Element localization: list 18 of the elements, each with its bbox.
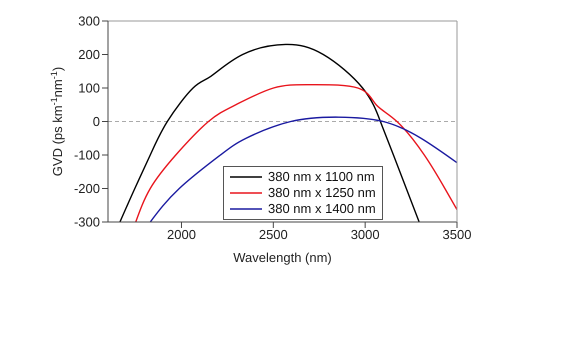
y-tick-label: -300 (74, 214, 100, 230)
x-axis-title: Wavelength (nm) (233, 250, 332, 265)
y-tick-label: -100 (74, 148, 100, 163)
line-series (119, 44, 420, 222)
line-series (150, 116, 457, 222)
y-tick-label: -200 (74, 181, 100, 196)
line-series (135, 84, 457, 222)
y-tick-label: 0 (92, 114, 100, 130)
y-tick-label: 100 (78, 80, 100, 96)
x-tick-label: 3500 (442, 227, 472, 242)
legend-label: 380 nm x 1250 nm (268, 185, 376, 201)
legend-label: 380 nm x 1400 nm (268, 201, 376, 217)
x-tick-label: 3000 (350, 227, 380, 242)
legend-label: 380 nm x 1100 nm (268, 169, 375, 185)
y-tick-label: 200 (78, 47, 100, 62)
x-tick-label: 2500 (258, 227, 288, 242)
x-tick-label: 2000 (167, 227, 196, 242)
y-tick-label: 300 (78, 14, 100, 29)
